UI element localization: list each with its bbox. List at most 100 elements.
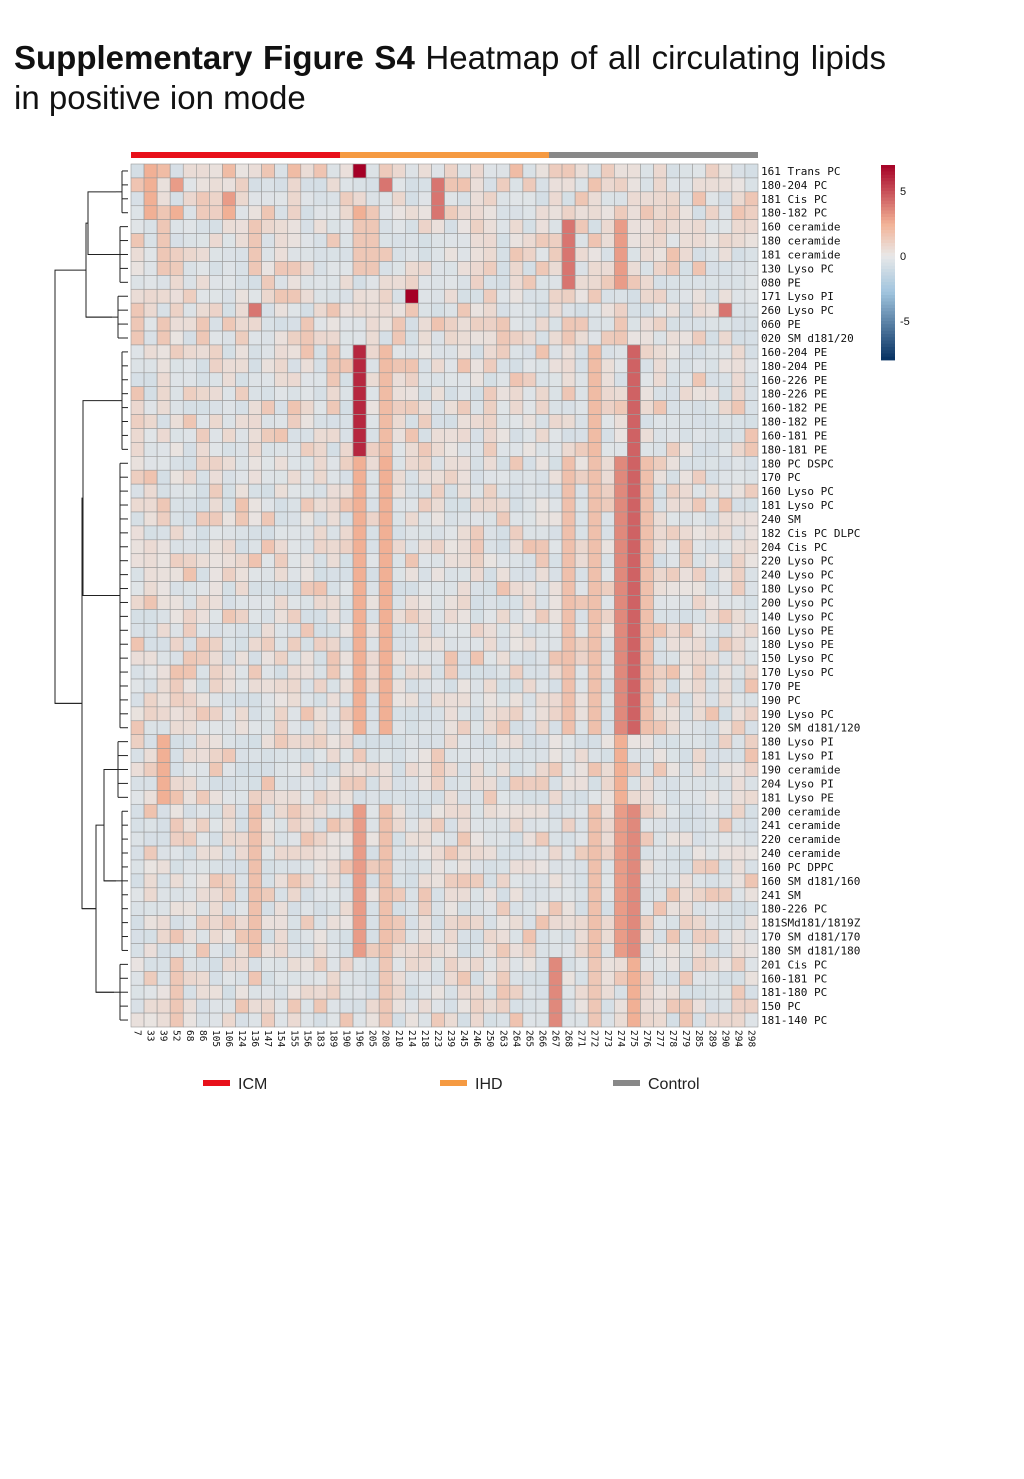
- heatmap-cell: [300, 984, 315, 1000]
- heatmap-cell: [418, 539, 432, 555]
- heatmap-cell: [653, 539, 667, 555]
- heatmap-cell: [522, 803, 537, 819]
- heatmap-cell: [130, 636, 145, 652]
- heatmap-cell: [600, 414, 615, 429]
- heatmap-cell: [431, 887, 445, 903]
- heatmap-cell: [600, 372, 615, 388]
- heatmap-cell: [509, 762, 524, 777]
- color-scale-step: [881, 340, 895, 345]
- heatmap-cell: [666, 636, 680, 652]
- heatmap-cell: [405, 567, 419, 582]
- heatmap-cell: [248, 623, 262, 638]
- heatmap-cell: [378, 219, 393, 234]
- heatmap-cell: [248, 539, 262, 555]
- heatmap-cell: [614, 497, 628, 513]
- heatmap-cell: [692, 288, 707, 304]
- heatmap-cell: [692, 887, 707, 903]
- heatmap-cell: [535, 205, 550, 220]
- heatmap-cell: [561, 831, 576, 847]
- heatmap-cell: [587, 706, 602, 722]
- heatmap-cell: [313, 358, 328, 374]
- heatmap-cell: [600, 288, 615, 304]
- heatmap-cell: [561, 456, 576, 471]
- heatmap-cell: [744, 692, 759, 708]
- heatmap-cell: [614, 817, 628, 833]
- heatmap-cell: [470, 762, 484, 777]
- heatmap-cell: [574, 553, 589, 568]
- heatmap-cell: [509, 581, 524, 596]
- heatmap-cell: [287, 595, 302, 610]
- heatmap-cell: [313, 664, 328, 680]
- heatmap-cell: [248, 344, 262, 360]
- heatmap-cell: [143, 595, 158, 610]
- heatmap-cell: [182, 762, 197, 777]
- heatmap-cell: [718, 887, 733, 903]
- heatmap-cell: [222, 790, 236, 805]
- heatmap-cell: [300, 400, 315, 415]
- heatmap-cell: [587, 358, 602, 374]
- heatmap-cell: [405, 456, 419, 471]
- heatmap-cell: [143, 247, 158, 262]
- heatmap-cell: [326, 358, 341, 374]
- heatmap-cell: [705, 720, 720, 735]
- heatmap-cell: [391, 817, 406, 833]
- heatmap-cell: [744, 553, 759, 568]
- heatmap-cell: [156, 525, 171, 541]
- color-scale-step: [881, 356, 895, 361]
- heatmap-cell: [182, 511, 197, 527]
- heatmap-cell: [744, 720, 759, 735]
- heatmap-cell: [640, 664, 654, 680]
- heatmap-cell: [196, 177, 210, 193]
- heatmap-cell: [169, 511, 184, 527]
- heatmap-cell: [196, 442, 210, 457]
- column-label: 239: [445, 1030, 456, 1047]
- heatmap-cell: [444, 247, 458, 262]
- heatmap-cell: [130, 581, 145, 596]
- heatmap-cell: [457, 247, 471, 262]
- heatmap-cell: [209, 692, 223, 708]
- heatmap-cell: [169, 887, 184, 903]
- heatmap-cell: [470, 595, 484, 610]
- heatmap-cell: [509, 428, 524, 443]
- heatmap-cell: [182, 302, 197, 318]
- heatmap-cell: [705, 957, 720, 972]
- heatmap-cell: [391, 414, 406, 429]
- heatmap-cell: [365, 261, 380, 276]
- heatmap-cell: [143, 511, 158, 527]
- heatmap-cell: [496, 762, 511, 777]
- heatmap-cell: [274, 998, 289, 1014]
- heatmap-cell: [156, 483, 171, 499]
- heatmap-cell: [444, 929, 458, 944]
- heatmap-cell: [522, 358, 537, 374]
- heatmap-cell: [692, 636, 707, 652]
- heatmap-cell: [470, 275, 484, 290]
- heatmap-cell: [470, 831, 484, 847]
- heatmap-cell: [496, 372, 511, 388]
- heatmap-cell: [444, 636, 458, 652]
- heatmap-cell: [587, 456, 602, 471]
- column-label: 105: [210, 1030, 221, 1047]
- heatmap-cell: [679, 442, 693, 457]
- heatmap-cell: [222, 219, 236, 234]
- heatmap-cell: [248, 567, 262, 582]
- heatmap-cell: [235, 247, 249, 262]
- heatmap-cell: [574, 915, 589, 930]
- heatmap-cell: [522, 261, 537, 276]
- heatmap-cell: [313, 845, 328, 861]
- color-scale-step: [881, 337, 895, 341]
- heatmap-cell: [692, 358, 707, 374]
- heatmap-cell: [130, 469, 145, 485]
- heatmap-cell: [561, 790, 576, 805]
- heatmap-cell: [418, 929, 432, 944]
- heatmap-cell: [496, 497, 511, 513]
- heatmap-cell: [640, 261, 654, 276]
- heatmap-cell: [235, 762, 249, 777]
- heatmap-cell: [705, 567, 720, 582]
- heatmap-cell: [182, 957, 197, 972]
- heatmap-cell: [457, 386, 471, 401]
- heatmap-cell: [561, 623, 576, 638]
- column-labels: 7 33 39 52 68 86 105 106 124 136 147 154 155 156 183 18…: [132, 1030, 757, 1047]
- heatmap-cell: [574, 456, 589, 471]
- heatmap-cell: [391, 971, 406, 986]
- heatmap-cell: [522, 971, 537, 986]
